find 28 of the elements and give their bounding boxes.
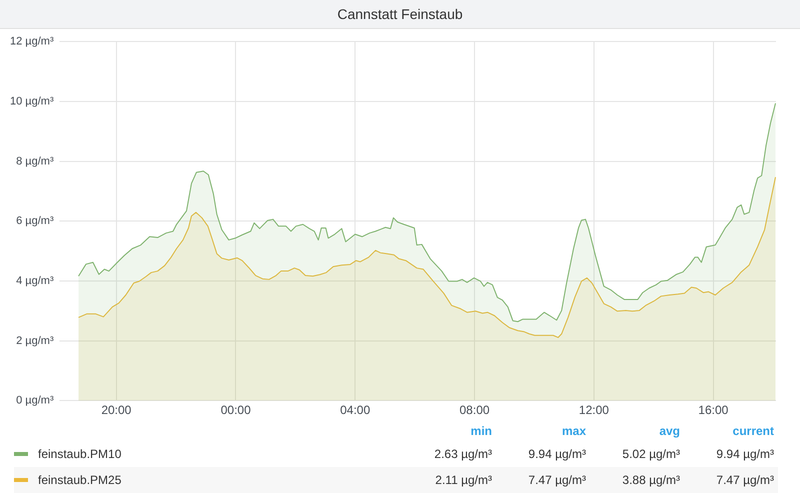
x-tick-label: 04:00 (340, 403, 370, 418)
x-tick-label: 00:00 (220, 403, 252, 418)
chart-title: Cannstatt Feinstaub (0, 0, 800, 29)
legend-label: feinstaub.PM25 (38, 473, 122, 487)
text: 3.88 µg/m³ (621, 473, 681, 487)
y-tick-label: 2 µg/m³ (16, 334, 54, 347)
text: 9.94 µg/m³ (715, 447, 775, 461)
x-tick-label: 20:00 (101, 403, 132, 418)
text: current (732, 424, 775, 438)
text: max (560, 424, 587, 438)
legend-label: feinstaub.PM10 (38, 447, 122, 461)
text: min (470, 424, 493, 438)
y-tick-label: 6 µg/m³ (16, 215, 54, 228)
y-tick-label: 0 µg/m³ (16, 394, 54, 407)
x-tick-label: 12:00 (578, 403, 610, 418)
text: 7.47 µg/m³ (527, 473, 587, 487)
text: 2.11 µg/m³ (434, 473, 493, 487)
x-tick-label: 08:00 (460, 403, 490, 418)
y-tick-label: 12 µg/m³ (10, 36, 54, 48)
text: 2.63 µg/m³ (433, 447, 493, 461)
text: 7.47 µg/m³ (715, 473, 775, 487)
text: 5.02 µg/m³ (621, 447, 681, 461)
text: avg (658, 424, 681, 438)
text: 9.94 µg/m³ (527, 447, 587, 461)
x-tick-label: 16:00 (698, 403, 729, 418)
y-tick-label: 8 µg/m³ (16, 155, 54, 168)
y-tick-label: 4 µg/m³ (16, 274, 54, 287)
y-tick-label: 10 µg/m³ (10, 95, 54, 108)
